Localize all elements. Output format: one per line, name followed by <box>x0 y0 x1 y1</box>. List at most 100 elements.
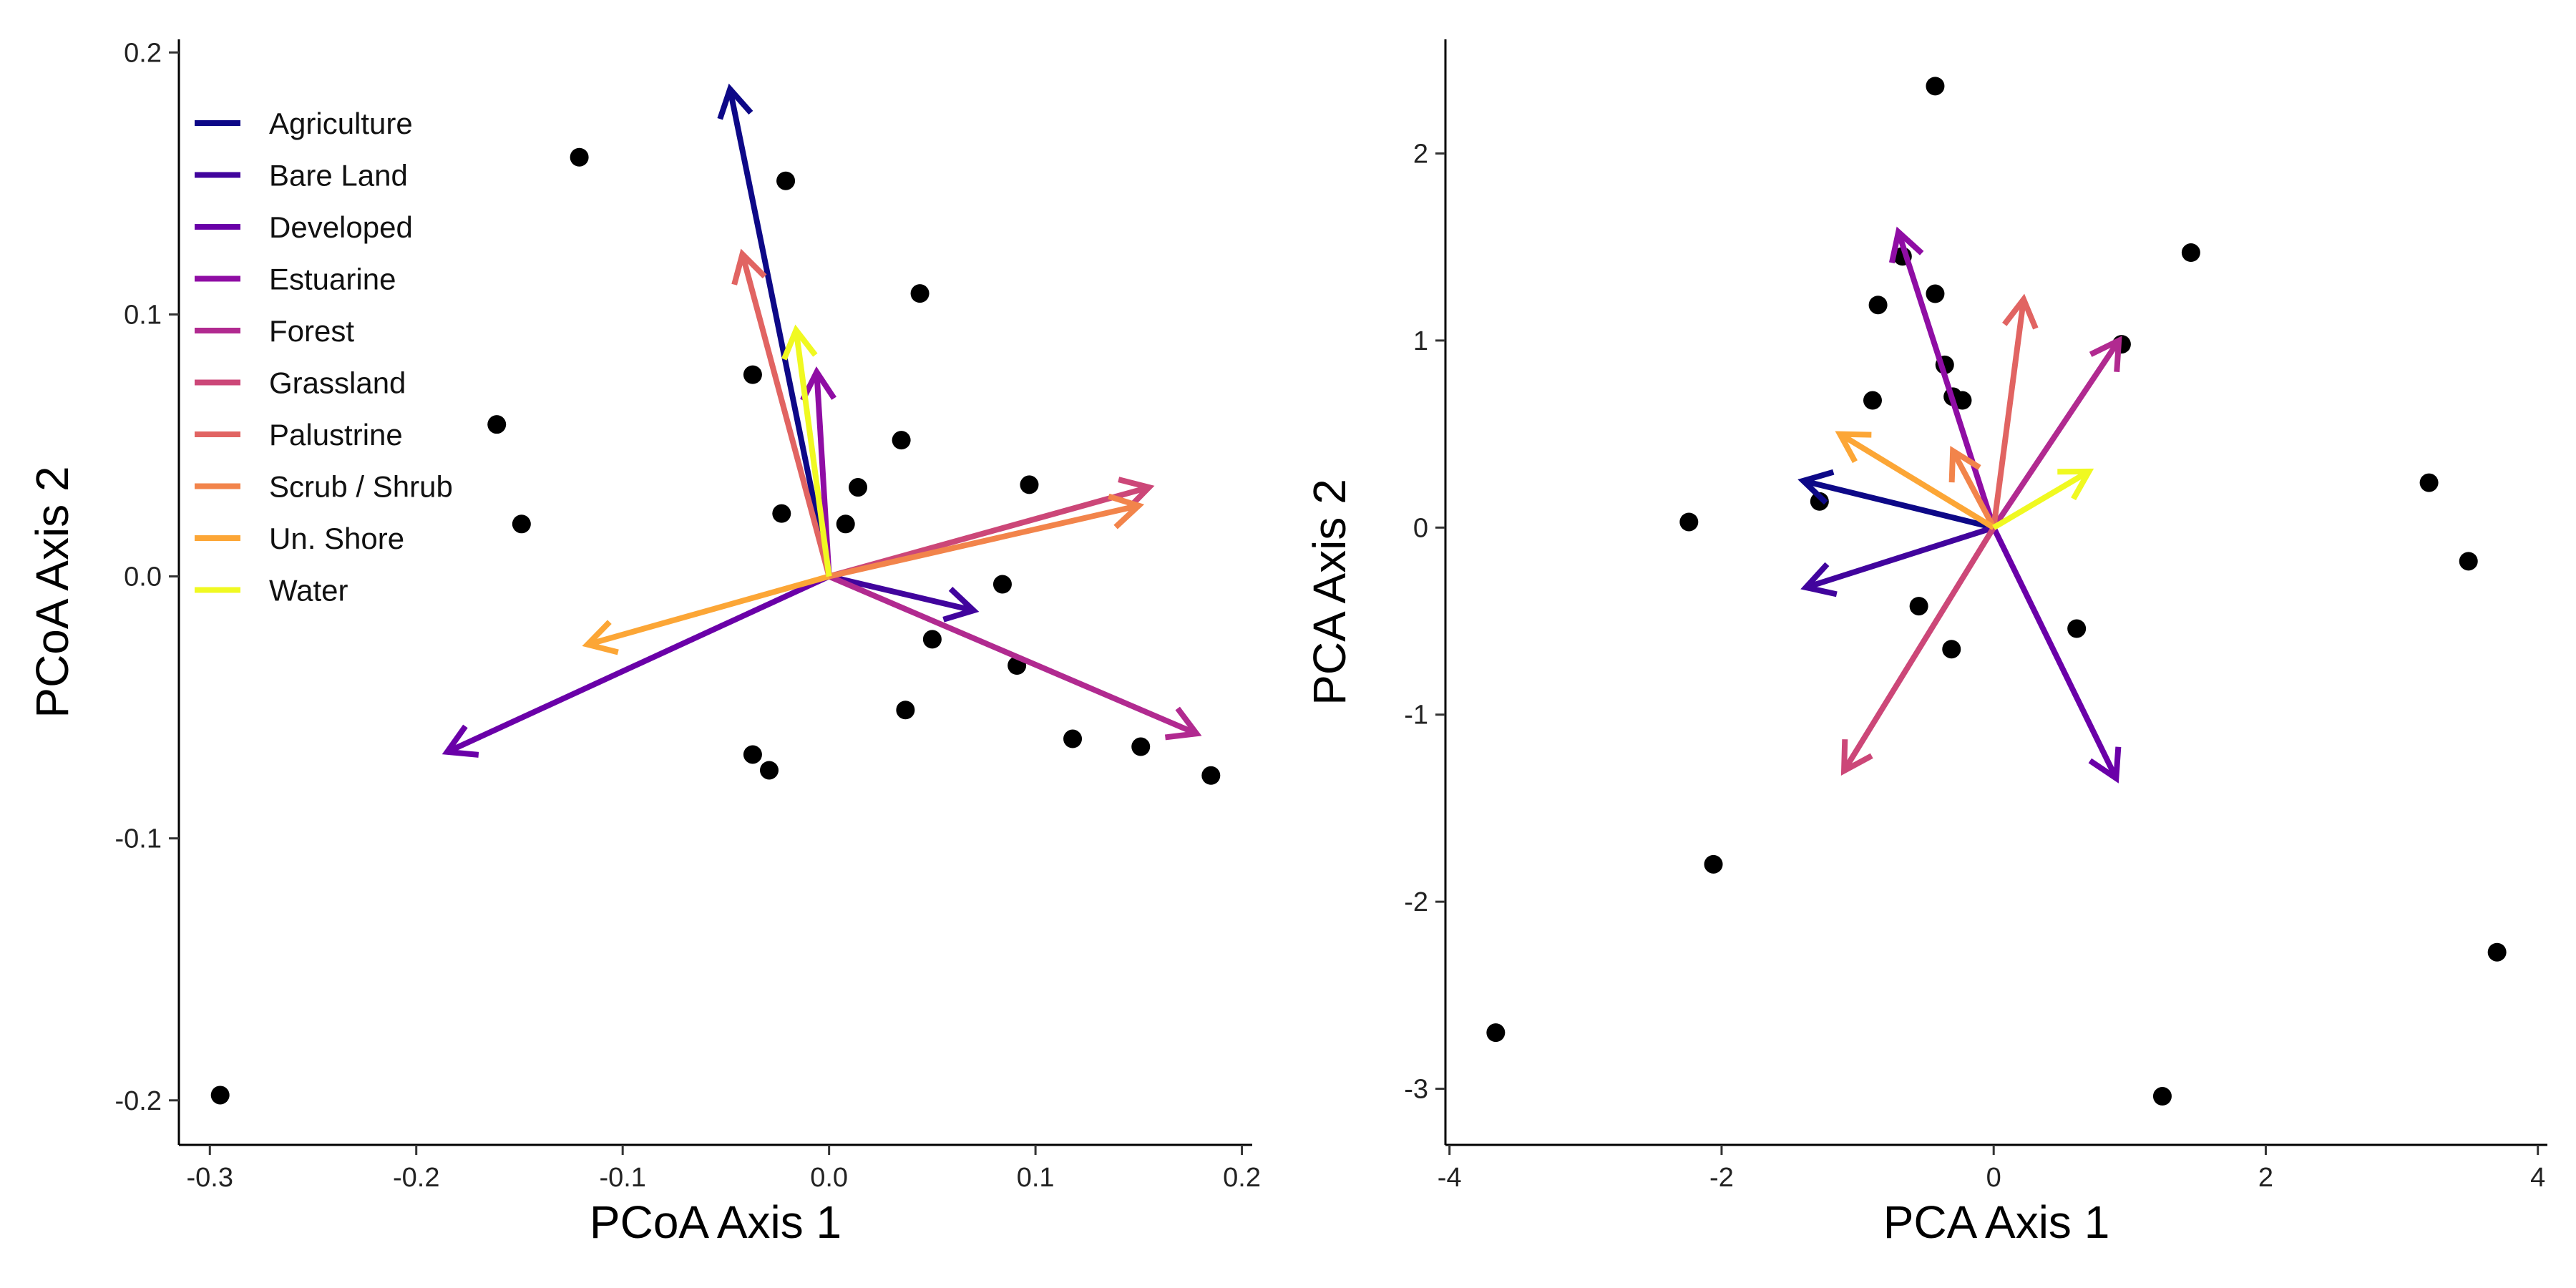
x-tick-label: -2 <box>1709 1163 1734 1193</box>
legend-label: Water <box>269 574 348 608</box>
data-point <box>2419 473 2439 492</box>
legend-label: Un. Shore <box>269 522 404 555</box>
data-point <box>2459 552 2478 571</box>
data-point <box>2181 243 2200 263</box>
data-point <box>1868 296 1888 315</box>
loading-arrow-agriculture <box>717 83 832 577</box>
x-tick-label: 0.0 <box>810 1163 848 1193</box>
data-point <box>772 504 791 523</box>
data-point <box>849 478 868 497</box>
data-point <box>1486 1023 1506 1043</box>
loading-arrow-bare-land <box>1800 525 1995 597</box>
loading-arrow-scrub-shrub <box>828 493 1145 580</box>
data-point <box>210 1085 230 1105</box>
y-tick-label: -3 <box>1404 1075 1428 1105</box>
legend-label: Grassland <box>269 366 406 400</box>
data-point <box>760 761 779 780</box>
loading-arrow-un-shore <box>1835 431 1996 530</box>
y-tick-label: 2 <box>1413 139 1428 169</box>
loading-arrow-estuarine <box>1888 226 1997 529</box>
legend-item: Estuarine <box>195 263 396 296</box>
x-tick-label: 0 <box>1986 1163 2001 1193</box>
pcoa-panel: -0.3 -0.2 -0.1 0.0 0.1 0.2 -0.2 -0.1 0.0 0.1 0.2 PC… <box>26 38 1261 1248</box>
x-axis-title: PCA Axis 1 <box>1883 1196 2110 1248</box>
loading-arrow-scrub-shrub <box>1948 446 1996 530</box>
loading-arrow-forest <box>1991 336 2122 530</box>
loading-arrow-forest <box>828 573 1202 741</box>
legend-label: Palustrine <box>269 418 403 452</box>
data-point <box>776 171 796 190</box>
legend-label: Estuarine <box>269 263 396 296</box>
data-point <box>1810 492 1829 511</box>
data-point <box>743 745 762 764</box>
legend-label: Forest <box>269 314 354 348</box>
data-point <box>1953 391 1972 410</box>
loading-arrow-water <box>781 324 832 577</box>
x-tick-label: 4 <box>2530 1163 2545 1193</box>
legend-label: Developed <box>269 210 413 244</box>
data-point <box>922 630 942 649</box>
legend-item: Water <box>195 574 348 608</box>
data-point <box>570 147 589 167</box>
data-point <box>2067 619 2087 638</box>
data-point <box>1020 475 1039 494</box>
x-tick-label: -0.3 <box>187 1163 233 1193</box>
data-point <box>836 514 855 534</box>
y-tick-label: 0.1 <box>124 300 162 330</box>
data-point <box>1704 854 1723 874</box>
y-tick-label: -0.2 <box>115 1086 162 1116</box>
loading-arrow-un-shore <box>582 573 830 655</box>
loading-arrow-palustrine <box>1991 293 2039 528</box>
data-point <box>892 431 911 450</box>
data-point <box>743 365 762 384</box>
x-tick-label: 0.1 <box>1017 1163 1055 1193</box>
data-point <box>487 415 507 434</box>
data-point <box>512 514 531 534</box>
y-tick-label: 0.0 <box>124 562 162 592</box>
x-tick-label: 0.2 <box>1223 1163 1261 1193</box>
x-tick-label: -0.2 <box>393 1163 439 1193</box>
y-axis-title: PCA Axis 2 <box>1304 479 1355 706</box>
data-point <box>1063 729 1083 748</box>
legend-label: Scrub / Shrub <box>269 470 453 504</box>
legend-label: Bare Land <box>269 159 408 192</box>
legend-item: Un. Shore <box>195 522 404 555</box>
y-tick-label: -2 <box>1404 887 1428 917</box>
data-point <box>910 284 930 303</box>
y-tick-label: 0.2 <box>124 38 162 68</box>
loading-arrow-grassland <box>1840 526 1996 776</box>
data-point <box>1942 640 1961 659</box>
legend-label: Agriculture <box>269 107 413 140</box>
y-tick-label: -1 <box>1404 701 1428 731</box>
data-point <box>2152 1087 2172 1106</box>
loading-arrow-developed <box>441 573 831 758</box>
x-tick-label: 2 <box>2258 1163 2273 1193</box>
data-point <box>1926 77 1945 96</box>
legend-item: Agriculture <box>195 107 413 140</box>
data-point <box>2487 942 2507 962</box>
x-axis-title: PCoA Axis 1 <box>590 1196 841 1248</box>
legend: Agriculture Bare Land Developed Estuarine Fo… <box>195 107 453 608</box>
loading-arrow-developed <box>1991 526 2122 784</box>
data-point <box>1201 766 1221 785</box>
data-point <box>1926 284 1945 303</box>
data-point <box>1909 597 1928 616</box>
legend-item: Grassland <box>195 366 406 400</box>
y-tick-label: 1 <box>1413 326 1428 356</box>
data-point <box>1679 512 1699 532</box>
y-axis-title: PCoA Axis 2 <box>26 466 78 718</box>
loading-arrow-agriculture <box>1797 469 1995 531</box>
legend-item: Scrub / Shrub <box>195 470 453 504</box>
data-point <box>896 701 915 720</box>
y-tick-label: -0.1 <box>115 824 162 854</box>
loading-arrow-water <box>1992 468 2094 530</box>
pca-panel: -4 -2 0 2 4 -3 -2 -1 0 1 2 PCA Axis 1 PCA Axis 2 <box>1304 39 2547 1248</box>
data-point <box>1131 737 1151 756</box>
legend-item: Forest <box>195 314 354 348</box>
legend-item: Developed <box>195 210 413 244</box>
legend-item: Palustrine <box>195 418 403 452</box>
y-tick-label: 0 <box>1413 513 1428 543</box>
x-tick-label: -4 <box>1438 1163 1462 1193</box>
data-point <box>992 575 1012 594</box>
